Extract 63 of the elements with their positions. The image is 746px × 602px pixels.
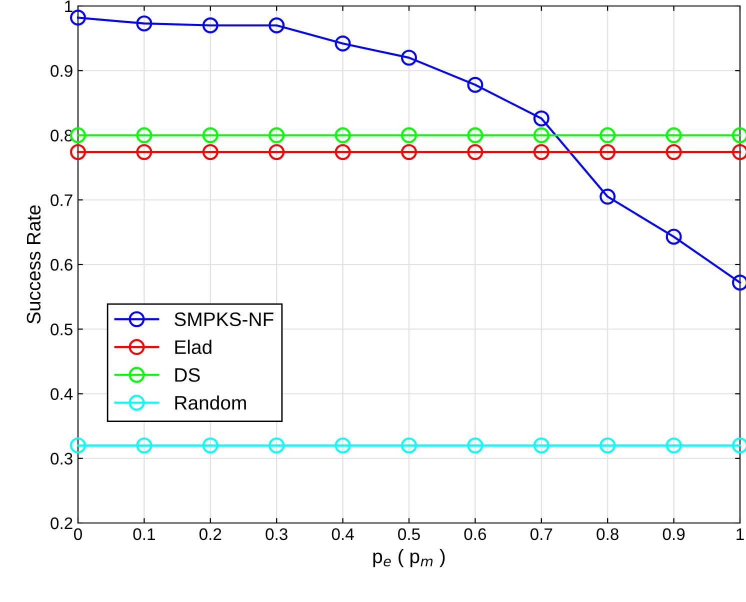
x-tick-label: 0.1 — [133, 528, 155, 540]
point — [70, 144, 86, 160]
point — [202, 17, 218, 34]
x-tick-label: 0.2 — [199, 528, 222, 540]
x-tick-label: 0.7 — [530, 528, 552, 540]
legend-label: Random — [175, 395, 246, 410]
point — [666, 437, 682, 454]
point — [70, 437, 86, 454]
point — [136, 127, 152, 144]
legend-label: DS — [175, 368, 200, 382]
point — [401, 127, 417, 144]
point — [268, 144, 285, 160]
point — [268, 437, 285, 454]
y-tick-label: 0.9 — [50, 65, 72, 77]
point — [401, 144, 417, 160]
point — [268, 17, 285, 34]
point — [334, 437, 351, 454]
y-tick-label: 0.2 — [50, 517, 72, 530]
point — [202, 437, 218, 454]
point — [666, 144, 682, 160]
point — [467, 76, 484, 93]
point — [600, 127, 616, 144]
point — [202, 144, 218, 160]
point — [136, 15, 152, 32]
point — [401, 437, 417, 454]
x-tick-label: 0.5 — [398, 528, 420, 540]
point — [600, 144, 616, 160]
point — [533, 144, 550, 160]
y-tick-label: 0.3 — [50, 452, 72, 465]
y-tick-label: 0.7 — [50, 194, 72, 206]
y-axis-title: Success Rate — [26, 205, 41, 324]
point — [467, 437, 484, 454]
point — [334, 127, 351, 144]
point — [666, 127, 682, 144]
legend-label: SMPKS-NF — [174, 312, 274, 326]
point — [600, 188, 616, 205]
point — [533, 110, 550, 126]
point — [600, 437, 616, 454]
x-axis-title: p$_{e}$ ( p$_{m}$ ) — [373, 548, 445, 568]
x-tick-label: 0 — [74, 528, 82, 540]
point — [268, 127, 285, 144]
y-tick-label: 0.5 — [50, 324, 72, 336]
point — [401, 50, 417, 66]
point — [467, 144, 484, 160]
y-tick-label: 1 — [65, 0, 72, 12]
y-tick-label: 0.4 — [50, 388, 73, 400]
point — [666, 228, 682, 245]
legend-label: Elad — [175, 340, 212, 354]
point — [334, 35, 351, 52]
point — [202, 127, 218, 144]
point — [136, 437, 152, 454]
point — [467, 127, 484, 144]
x-tick-label: 0.3 — [266, 528, 288, 540]
point — [334, 144, 351, 160]
x-tick-label: 0.6 — [464, 528, 486, 540]
point — [136, 144, 152, 160]
x-tick-label: 0.9 — [662, 528, 685, 540]
point — [533, 127, 550, 144]
x-tick-label: 1 — [736, 528, 744, 540]
x-tick-label: 0.8 — [596, 528, 618, 540]
y-tick-label: 0.6 — [50, 258, 72, 271]
point — [533, 437, 550, 454]
x-tick-label: 0.4 — [332, 528, 354, 540]
